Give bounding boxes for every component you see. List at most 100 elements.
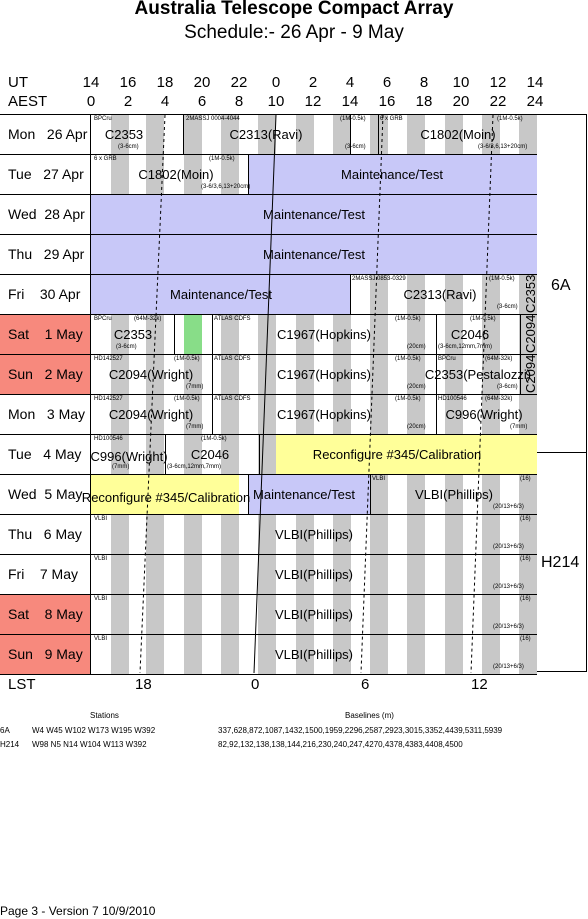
night-band bbox=[258, 435, 276, 474]
ut-tick: 6 bbox=[382, 74, 392, 91]
lst-label: LST bbox=[8, 676, 36, 693]
ut-tick: 18 bbox=[156, 74, 174, 91]
correlator-label: (1M-0.5k) bbox=[174, 356, 200, 362]
day-label: Mon 3 May bbox=[0, 395, 91, 434]
night-band bbox=[333, 595, 351, 634]
ut-tick: 14 bbox=[526, 74, 544, 91]
night-band bbox=[184, 155, 202, 194]
aest-tick: 14 bbox=[341, 93, 359, 110]
day-label: Fri 7 May bbox=[0, 555, 91, 594]
project-vlbi: VLBI(Phillips) bbox=[274, 567, 354, 582]
aest-tick: 6 bbox=[197, 93, 207, 110]
source-label: VLBI bbox=[94, 636, 108, 642]
ut-tick: 14 bbox=[82, 74, 100, 91]
night-band bbox=[111, 315, 129, 354]
day-row: Sun 2 May C2094(Wright) C1967(Hopkins) C235… bbox=[0, 355, 537, 395]
night-band bbox=[407, 315, 425, 354]
night-band bbox=[146, 515, 164, 554]
night-band bbox=[296, 555, 314, 594]
correlator-label: (64M-32k) bbox=[134, 316, 162, 322]
block-divider bbox=[520, 315, 521, 354]
project-c2353: C2353 bbox=[104, 127, 144, 142]
band-label: (3-6cm) bbox=[118, 144, 139, 150]
night-band bbox=[146, 115, 164, 154]
night-band bbox=[258, 355, 276, 394]
project-c2046: C2046 bbox=[450, 327, 490, 342]
night-band bbox=[333, 315, 351, 354]
day-row: Thu 6 May VLBI(Phillips) VLBI (16) (20/13+6/… bbox=[0, 515, 537, 555]
block-divider bbox=[350, 115, 351, 154]
night-band bbox=[370, 595, 388, 634]
band-label: (3-6/3,6,13+20cm) bbox=[478, 144, 528, 150]
project-c2313: C2313(Ravi) bbox=[229, 127, 303, 142]
source-label: HD142527 bbox=[94, 396, 123, 402]
band-label: (20/13+6/3) bbox=[493, 584, 524, 590]
project-c1967: C1967(Hopkins) bbox=[277, 367, 371, 382]
night-band bbox=[296, 515, 314, 554]
ut-tick: 2 bbox=[308, 74, 318, 91]
night-band bbox=[519, 515, 537, 554]
day-label: Wed 5 May bbox=[0, 475, 91, 514]
project-c2353: C2353 bbox=[113, 327, 153, 342]
correlator-label: (1M-0.5k) bbox=[395, 396, 421, 402]
source-label: ATLAS CDFS bbox=[214, 316, 251, 322]
maintenance-label: Maintenance/Test bbox=[341, 167, 443, 182]
source-label: BPCru bbox=[94, 316, 112, 322]
aest-tick: 16 bbox=[378, 93, 396, 110]
source-label: HD100546 bbox=[438, 396, 467, 402]
day-label: Thu 6 May bbox=[0, 515, 91, 554]
maintenance-label: Maintenance/Test bbox=[170, 287, 272, 302]
lst-tick: 12 bbox=[471, 676, 488, 693]
night-band bbox=[258, 595, 276, 634]
config-box-6a: 6A bbox=[537, 114, 587, 453]
correlator-label: (1M-0.5k) bbox=[470, 316, 496, 322]
day-row: Wed 28 Apr Maintenance/Test bbox=[0, 195, 537, 235]
side-project-label: C2094 bbox=[523, 314, 538, 353]
night-band bbox=[333, 395, 351, 434]
night-band bbox=[407, 595, 425, 634]
block-divider bbox=[259, 435, 260, 474]
day-label: Tue 27 Apr bbox=[0, 155, 91, 194]
config-baselines: 82,92,132,138,138,144,216,230,240,247,42… bbox=[218, 740, 463, 749]
project-c1802: C1802(Moin) bbox=[138, 167, 214, 182]
source-label: ATLAS CDFS bbox=[214, 356, 251, 362]
day-row: Sun 9 May VLBI(Phillips) VLBI (16) (20/13+6/… bbox=[0, 635, 537, 675]
block-divider bbox=[248, 155, 249, 194]
night-band bbox=[258, 635, 276, 674]
config-stations: W4 W45 W102 W173 W195 W392 bbox=[32, 726, 156, 735]
correlator-label: (1M-0.5k) bbox=[209, 156, 235, 162]
project-c2353: C2353(Pestalozzi) bbox=[424, 367, 532, 382]
day-label: Sat 1 May bbox=[0, 315, 91, 354]
night-band bbox=[445, 355, 463, 394]
aest-tick: 20 bbox=[452, 93, 470, 110]
ut-tick: 8 bbox=[419, 74, 429, 91]
block-divider bbox=[212, 395, 213, 434]
night-band bbox=[258, 515, 276, 554]
aest-tick: 18 bbox=[415, 93, 433, 110]
night-band bbox=[445, 595, 463, 634]
config-label-6a: 6A bbox=[551, 277, 571, 294]
day-row: Thu 29 Apr Maintenance/Test bbox=[0, 235, 537, 275]
ut-label: UT bbox=[8, 74, 28, 91]
project-c996: C996(Wright) bbox=[445, 407, 523, 422]
source-label: VLBI bbox=[94, 516, 108, 522]
night-band bbox=[111, 355, 129, 394]
maintenance-label: Maintenance/Test bbox=[263, 207, 365, 222]
night-band bbox=[184, 595, 202, 634]
lst-tick: 18 bbox=[135, 676, 152, 693]
night-band bbox=[258, 395, 276, 434]
project-c2313: C2313(Ravi) bbox=[403, 287, 477, 302]
band-label: (7mm) bbox=[510, 424, 528, 430]
band-label: (3-6cm,12mm,7mm) bbox=[167, 464, 222, 470]
block-divider bbox=[174, 315, 175, 354]
night-band bbox=[221, 635, 239, 674]
night-band bbox=[146, 555, 164, 594]
band-label: (3-6cm) bbox=[116, 344, 137, 350]
correlator-label: (64M-32k) bbox=[485, 356, 513, 362]
block-divider bbox=[165, 435, 166, 474]
night-band bbox=[370, 515, 388, 554]
band-label: (20/13+6/3) bbox=[493, 624, 524, 630]
project-vlbi: VLBI(Phillips) bbox=[274, 527, 354, 542]
night-band bbox=[258, 315, 276, 354]
maintenance-label: Maintenance/Test bbox=[253, 487, 355, 502]
